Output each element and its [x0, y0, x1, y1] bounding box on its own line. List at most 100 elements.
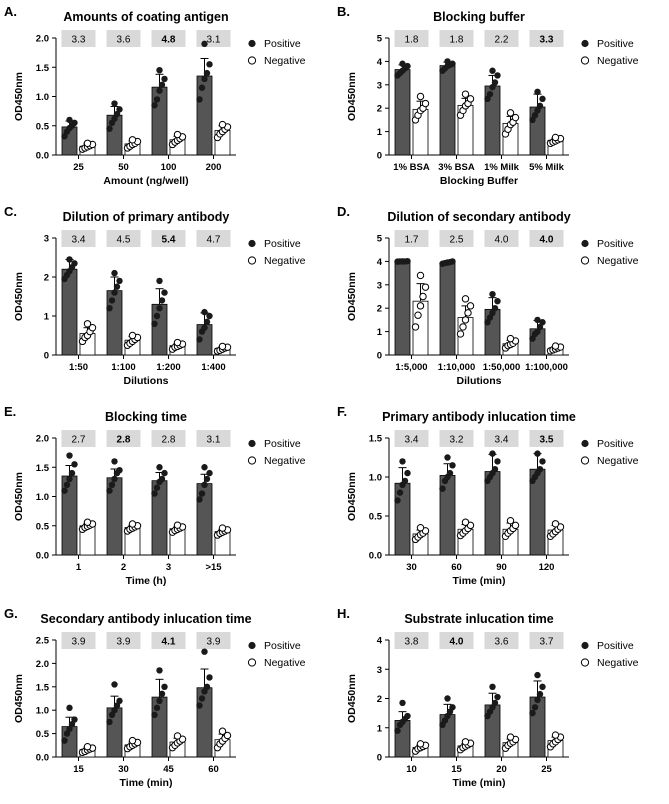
- negative-point: [83, 518, 92, 526]
- ratio-box: [484, 230, 519, 247]
- y-tick-label: 0: [377, 351, 382, 362]
- positive-point: [158, 297, 166, 304]
- positive-point: [201, 308, 208, 316]
- negative-point: [551, 133, 560, 142]
- positive-point: [106, 487, 113, 494]
- y-tick-label: 0: [44, 351, 49, 362]
- x-tick-label: 3% BSA: [438, 162, 475, 173]
- negative-point: [83, 743, 92, 751]
- positive-bar: [151, 86, 168, 156]
- legend-positive-marker: [248, 239, 256, 248]
- y-axis-label: OD450nm: [346, 272, 358, 321]
- x-tick-label: 90: [496, 562, 507, 573]
- negative-point: [456, 330, 465, 338]
- positive-bar: [394, 260, 411, 356]
- positive-point: [399, 458, 406, 465]
- positive-point: [156, 87, 163, 94]
- y-tick-label: 1.0: [36, 92, 49, 103]
- positive-point: [108, 481, 116, 488]
- positive-point: [161, 75, 168, 83]
- positive-point: [113, 702, 121, 709]
- ratio-label: 3.4: [495, 435, 509, 446]
- positive-point: [63, 481, 71, 488]
- ratio-label: 1.8: [405, 35, 419, 46]
- y-tick-label: 1.0: [369, 473, 382, 484]
- negative-point: [506, 733, 515, 741]
- ratio-label: 3.5: [540, 435, 554, 446]
- y-tick-label: 1.0: [36, 706, 49, 717]
- x-tick-label: 1:50,000: [483, 362, 521, 373]
- positive-point: [394, 497, 401, 504]
- positive-point: [66, 475, 73, 483]
- positive-point: [534, 88, 541, 96]
- x-tick-label: 100: [161, 162, 177, 173]
- positive-point: [444, 58, 451, 65]
- negative-point: [506, 516, 515, 525]
- panel-label: A.: [4, 4, 17, 19]
- ratio-box: [151, 230, 186, 247]
- negative-point: [459, 323, 467, 331]
- positive-point: [196, 702, 203, 709]
- ratio-label: 3.2: [450, 435, 464, 446]
- positive-point: [531, 112, 539, 119]
- positive-point: [399, 60, 406, 67]
- positive-point: [449, 462, 456, 469]
- y-tick-label: 0.0: [36, 753, 49, 764]
- panel-label: B.: [337, 4, 350, 19]
- positive-point: [61, 737, 68, 744]
- x-tick-label: 30: [406, 562, 417, 573]
- x-tick-label: 60: [208, 764, 219, 775]
- ratio-label: 3.6: [495, 637, 509, 648]
- ratio-label: 2.8: [162, 435, 176, 446]
- positive-point: [198, 84, 206, 91]
- positive-point: [534, 328, 541, 335]
- negative-point: [88, 324, 97, 332]
- positive-point: [529, 116, 536, 124]
- positive-point: [536, 466, 544, 473]
- positive-point: [106, 305, 113, 312]
- positive-point: [494, 297, 501, 305]
- positive-point: [534, 450, 541, 457]
- positive-point: [491, 79, 499, 86]
- x-tick-label: 1:50: [69, 362, 88, 373]
- positive-point: [108, 297, 116, 304]
- x-tick-label: 50: [118, 162, 129, 173]
- x-axis-label: Time (h): [126, 575, 167, 587]
- positive-point: [151, 711, 158, 719]
- positive-point: [201, 75, 208, 83]
- legend-negative-marker: [247, 658, 257, 667]
- y-tick-label: 1.5: [36, 463, 50, 474]
- ratio-box: [439, 430, 474, 447]
- positive-point: [161, 683, 168, 690]
- positive-bar: [439, 262, 456, 356]
- ratio-box: [394, 430, 429, 447]
- ratio-box: [394, 632, 429, 649]
- y-tick-label: 2: [377, 104, 382, 115]
- panel-label: D.: [337, 204, 350, 219]
- negative-point: [414, 311, 422, 319]
- positive-point: [161, 469, 168, 477]
- negative-point: [223, 731, 232, 740]
- positive-point: [539, 683, 546, 690]
- chart-panel-d: D. Dilution of secondary antibody 0 1 2 3 4 5 OD…: [337, 204, 639, 387]
- negative-point: [178, 735, 187, 743]
- chart-panel-a: A. Amounts of coating antigen 0.0 0.5 1.0 1.5…: [4, 4, 306, 187]
- chart-panel-h: H. Substrate inlucation time 0 1 2 3 4 OD450nm T…: [337, 606, 639, 789]
- negative-point: [128, 736, 137, 745]
- negative-point: [416, 302, 425, 310]
- negative-point: [218, 727, 227, 735]
- positive-point: [206, 674, 213, 681]
- positive-point: [203, 69, 211, 77]
- y-tick-label: 4: [377, 57, 383, 68]
- x-tick-label: >15: [205, 562, 222, 573]
- y-tick-label: 0.5: [369, 512, 383, 523]
- ratio-box: [151, 632, 186, 649]
- y-tick-label: 1: [377, 723, 383, 734]
- y-axis-label: OD450nm: [346, 72, 358, 121]
- ratio-box: [484, 632, 519, 649]
- legend-negative-label: Negative: [597, 657, 639, 669]
- positive-point: [158, 475, 166, 483]
- ratio-box: [484, 30, 519, 47]
- positive-point: [111, 115, 118, 122]
- positive-point: [201, 324, 208, 331]
